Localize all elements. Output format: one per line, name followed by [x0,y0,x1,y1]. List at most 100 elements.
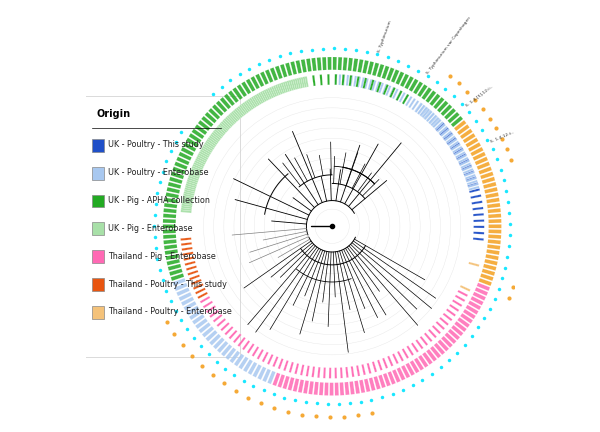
Polygon shape [254,94,262,105]
Polygon shape [182,247,193,251]
Polygon shape [468,142,481,152]
Polygon shape [402,348,409,359]
Polygon shape [184,301,197,311]
Polygon shape [167,187,180,194]
Polygon shape [451,116,463,127]
Polygon shape [469,186,479,191]
Polygon shape [473,292,486,301]
Polygon shape [238,106,245,116]
Polygon shape [361,364,366,375]
Polygon shape [265,70,274,83]
Polygon shape [255,74,264,87]
Polygon shape [167,259,180,265]
Polygon shape [225,348,236,360]
Polygon shape [221,121,230,130]
Polygon shape [256,93,263,104]
Polygon shape [184,189,195,194]
Polygon shape [446,308,456,317]
Polygon shape [234,354,244,366]
Polygon shape [191,129,205,139]
Polygon shape [329,383,334,396]
Polygon shape [308,381,314,394]
FancyBboxPatch shape [92,139,104,152]
Polygon shape [480,273,494,281]
Polygon shape [453,148,464,155]
Polygon shape [415,103,423,113]
Polygon shape [419,107,428,116]
Polygon shape [183,194,194,198]
Polygon shape [228,90,239,103]
Polygon shape [284,81,290,92]
Polygon shape [301,59,307,73]
Polygon shape [479,278,492,286]
Polygon shape [472,207,484,210]
Polygon shape [187,178,198,183]
Polygon shape [267,88,274,98]
Polygon shape [217,318,226,327]
Polygon shape [437,101,448,113]
Text: S. Typhimurium var Copenhagen: S. Typhimurium var Copenhagen [426,16,472,75]
Polygon shape [208,137,218,145]
Polygon shape [466,305,479,314]
Polygon shape [417,105,425,114]
Polygon shape [382,66,389,79]
Polygon shape [187,179,197,185]
Polygon shape [178,152,191,161]
Polygon shape [239,105,247,114]
Polygon shape [480,172,494,179]
Polygon shape [422,108,430,118]
Polygon shape [199,322,211,333]
Polygon shape [319,382,323,395]
Polygon shape [220,97,231,109]
Polygon shape [364,379,370,392]
Polygon shape [368,79,373,90]
Polygon shape [362,78,367,89]
Polygon shape [470,194,481,199]
Polygon shape [183,196,194,200]
Polygon shape [281,83,286,93]
Polygon shape [251,96,259,107]
Polygon shape [163,229,176,234]
Polygon shape [292,79,297,90]
Polygon shape [209,310,219,318]
Polygon shape [215,127,225,136]
Polygon shape [317,367,320,378]
Polygon shape [163,239,176,244]
Polygon shape [461,165,472,171]
Polygon shape [457,124,470,135]
Polygon shape [469,262,479,267]
Polygon shape [242,102,250,112]
Polygon shape [349,75,352,86]
Polygon shape [311,58,317,71]
Polygon shape [484,259,497,265]
Polygon shape [287,80,292,91]
Polygon shape [482,177,495,184]
Polygon shape [382,84,388,95]
Polygon shape [447,137,457,145]
Polygon shape [415,102,422,112]
Polygon shape [451,143,461,151]
Polygon shape [305,76,308,87]
Polygon shape [426,113,435,122]
Polygon shape [475,287,488,296]
Polygon shape [433,97,445,109]
Polygon shape [364,78,369,89]
Polygon shape [362,60,368,73]
Polygon shape [192,314,205,324]
Polygon shape [299,77,303,88]
Polygon shape [193,164,203,170]
Polygon shape [463,133,476,143]
Polygon shape [457,154,467,161]
Polygon shape [212,104,224,116]
Polygon shape [410,360,419,373]
Polygon shape [277,374,285,388]
Polygon shape [232,87,243,100]
Polygon shape [327,74,329,85]
Polygon shape [181,297,194,306]
Polygon shape [342,74,345,86]
Polygon shape [199,151,209,158]
Polygon shape [456,153,467,160]
Polygon shape [188,175,199,181]
Polygon shape [184,191,194,196]
Polygon shape [217,126,226,134]
